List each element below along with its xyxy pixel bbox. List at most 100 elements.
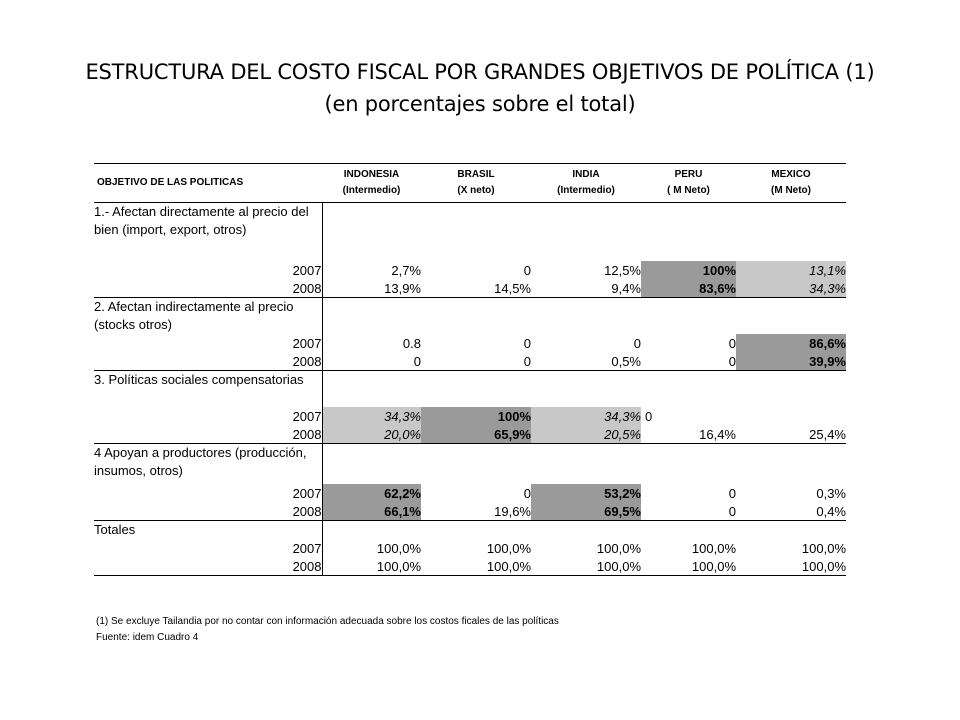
value-cell: 100,0% xyxy=(736,557,846,576)
table-row: 2007 34,3% 100% 34,3% 0 xyxy=(94,407,846,425)
value-cell: 0 xyxy=(728,353,736,369)
section-label: 2. Afectan indirectamente al precio (sto… xyxy=(94,297,323,334)
header-brasil: BRASIL (X neto) xyxy=(421,163,531,203)
column-name: MEXICO xyxy=(771,169,811,180)
value-cell: 86,6% xyxy=(736,334,846,352)
value-cell: 100,0% xyxy=(531,557,641,576)
value-cell xyxy=(736,407,846,425)
value-cell: 12,5% xyxy=(604,262,641,278)
value-cell: 0 xyxy=(728,503,736,519)
value-cell: 0 xyxy=(523,262,531,278)
table-row: 2007 0.8 0 0 0 86,6% xyxy=(94,334,846,352)
value-cell: 0,5% xyxy=(611,353,641,369)
value-cell: 0 xyxy=(645,408,653,424)
value-cell: 0.8 xyxy=(402,335,421,351)
table-row: 2008 20,0% 65,9% 20,5% 16,4% 25,4% xyxy=(94,425,846,444)
value-cell: 100,0% xyxy=(486,540,531,556)
value-cell: 83,6% xyxy=(641,279,736,298)
slide-title: ESTRUCTURA DEL COSTO FISCAL POR GRANDES … xyxy=(0,56,960,120)
value-cell: 9,4% xyxy=(611,280,641,296)
value-cell: 0 xyxy=(633,335,641,351)
value-cell: 34,3% xyxy=(322,407,421,425)
value-cell: 100,0% xyxy=(322,557,421,576)
header-objective: OBJETIVO DE LAS POLITICAS xyxy=(94,163,322,203)
value-cell: 100,0% xyxy=(376,540,421,556)
year-cell: 2008 xyxy=(94,502,323,521)
footnote: (1) Se excluye Tailandia por no contar c… xyxy=(96,616,559,627)
value-cell: 19,6% xyxy=(494,503,531,519)
value-cell: 34,3% xyxy=(736,279,846,298)
year-cell: 2008 xyxy=(94,557,323,576)
value-cell: 0 xyxy=(728,335,736,351)
column-name: INDIA xyxy=(572,169,600,180)
section-row: Totales xyxy=(94,520,846,539)
section-blank xyxy=(322,202,846,261)
year-cell: 2007 xyxy=(94,261,323,279)
section-blank xyxy=(322,443,846,484)
value-cell: 39,9% xyxy=(736,352,846,371)
value-cell: 62,2% xyxy=(322,484,421,502)
table-notes: (1) Se excluye Tailandia por no contar c… xyxy=(96,614,559,646)
value-cell: 16,4% xyxy=(699,426,736,442)
title-line-2: (en porcentajes sobre el total) xyxy=(324,92,636,116)
value-cell: 20,0% xyxy=(322,425,421,444)
value-cell: 69,5% xyxy=(531,502,641,521)
value-cell: 53,2% xyxy=(531,484,641,502)
header-mexico: MEXICO (M Neto) xyxy=(736,163,846,203)
value-cell: 100,0% xyxy=(641,557,736,576)
column-sub: (Intermedio) xyxy=(557,185,615,196)
value-cell: 14,5% xyxy=(494,280,531,296)
table-row: 2008 100,0% 100,0% 100,0% 100,0% 100,0% xyxy=(94,557,846,576)
column-sub: (X neto) xyxy=(457,185,495,196)
table-row: 2007 2,7% 0 12,5% 100% 13,1% xyxy=(94,261,846,279)
year-cell: 2007 xyxy=(94,539,323,557)
value-cell: 0 xyxy=(523,353,531,369)
header-indonesia: INDONESIA (Intermedio) xyxy=(322,163,421,203)
column-name: PERU xyxy=(674,169,703,180)
value-cell: 0 xyxy=(523,335,531,351)
section-label: 3. Políticas sociales compensatorias xyxy=(94,370,323,407)
value-cell: 25,4% xyxy=(809,426,846,442)
year-cell: 2008 xyxy=(94,425,323,444)
section-label: 1.- Afectan directamente al precio del b… xyxy=(94,202,323,261)
table-header-row: OBJETIVO DE LAS POLITICAS INDONESIA (Inte… xyxy=(94,163,846,203)
year-cell: 2007 xyxy=(94,484,323,502)
title-line-1: ESTRUCTURA DEL COSTO FISCAL POR GRANDES … xyxy=(85,60,875,84)
value-cell: 100,0% xyxy=(801,540,846,556)
year-cell: 2008 xyxy=(94,279,323,298)
table-row: 2008 13,9% 14,5% 9,4% 83,6% 34,3% xyxy=(94,279,846,298)
section-row: 1.- Afectan directamente al precio del b… xyxy=(94,202,846,261)
value-cell: 13,1% xyxy=(736,261,846,279)
value-cell: 100,0% xyxy=(421,557,531,576)
table-row: 2008 0 0 0,5% 0 39,9% xyxy=(94,352,846,371)
value-cell: 0 xyxy=(728,485,736,501)
value-cell: 100,0% xyxy=(596,540,641,556)
table-row: 2008 66,1% 19,6% 69,5% 0 0,4% xyxy=(94,502,846,521)
value-cell: 100,0% xyxy=(691,540,736,556)
section-blank xyxy=(322,297,846,334)
column-name: INDONESIA xyxy=(343,169,400,180)
header-peru: PERU ( M Neto) xyxy=(641,163,736,203)
value-cell: 0 xyxy=(413,353,421,369)
value-cell: 66,1% xyxy=(322,502,421,521)
section-blank xyxy=(322,370,846,407)
value-cell: 0,4% xyxy=(816,503,846,519)
section-row: 4 Apoyan a productores (producción, insu… xyxy=(94,443,846,484)
year-cell: 2008 xyxy=(94,352,323,371)
value-cell: 2,7% xyxy=(391,262,421,278)
header-india: INDIA (Intermedio) xyxy=(531,163,641,203)
value-cell: 0 xyxy=(523,485,531,501)
value-cell: 100% xyxy=(641,261,736,279)
column-name: BRASIL xyxy=(457,169,495,180)
section-label: Totales xyxy=(94,520,323,539)
year-cell: 2007 xyxy=(94,334,323,352)
section-label: 4 Apoyan a productores (producción, insu… xyxy=(94,443,323,484)
column-sub: (M Neto) xyxy=(771,185,811,196)
column-sub: ( M Neto) xyxy=(667,185,710,196)
value-cell: 65,9% xyxy=(421,425,531,444)
table-row: 2007 62,2% 0 53,2% 0 0,3% xyxy=(94,484,846,502)
section-blank xyxy=(322,520,846,539)
value-cell: 100% xyxy=(421,407,531,425)
value-cell: 13,9% xyxy=(384,280,421,296)
fiscal-cost-table: OBJETIVO DE LAS POLITICAS INDONESIA (Inte… xyxy=(94,163,846,576)
